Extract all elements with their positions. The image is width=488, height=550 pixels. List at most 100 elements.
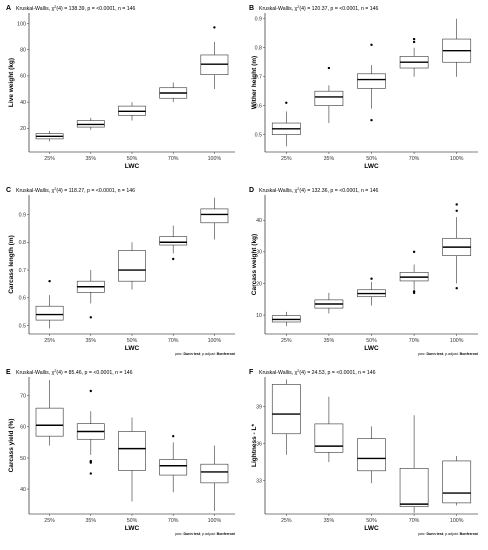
x-tick-label: 25% [281,338,292,344]
box-100% [442,18,472,77]
outlier-point [412,290,416,293]
x-tick-label: 70% [409,338,420,344]
y-tick-label: 70 [20,393,26,399]
outlier-point [370,43,373,47]
y-axis-title: Wither height (m) [251,56,258,109]
y-tick-label: 0.6 [19,296,26,302]
pwc-note: pwc: Dunn test; p.adjust: Bonferroni [175,352,235,356]
x-tick-label: 50% [366,156,377,162]
outlier-point [213,26,216,29]
box-25% [271,101,301,147]
stat-text: Kruskal-Wallis, χ2(4) = 120.37, p = <0.0… [259,5,379,12]
box-50% [118,417,146,502]
x-axis-title: LWC [364,345,379,352]
outlier-point [455,286,458,290]
box-iqr [118,250,146,282]
box-25% [271,311,301,327]
x-tick-label: 25% [281,518,292,524]
box-70% [399,37,429,77]
x-tick-label: 35% [324,518,335,524]
panel-a: A Kruskal-Wallis, χ2(4) = 138.39, p = <0.… [6,5,235,170]
box-70% [159,434,188,493]
x-tick-label: 50% [127,156,138,162]
outlier-point [48,279,51,283]
box-70% [399,250,429,295]
y-tick-label: 60 [20,425,26,431]
stat-text: Kruskal-Wallis, χ2(4) = 118.27, p = <0.0… [16,187,135,194]
panel-letter: B [249,5,254,12]
x-tick-label: 100% [208,338,222,344]
y-axis-title: Carcass weight (kg) [251,234,258,295]
x-tick-label: 25% [44,518,55,524]
stat-text: Kruskal-Wallis, χ2(4) = 138.39, p = <0.0… [16,5,136,12]
x-tick-label: 35% [324,156,335,162]
y-axis-title: Live weight (kg) [8,58,15,107]
panel-letter: A [6,5,11,12]
x-axis-title: LWC [364,163,379,170]
panel-c: C Kruskal-Wallis, χ2(4) = 118.27, p = <0.… [6,187,235,356]
y-tick-label: 50 [20,456,26,462]
pwc-note: pwc: Dunn test; p.adjust: Bonferroni [175,532,235,536]
panel-letter: D [249,187,254,194]
y-tick-label: 36 [256,441,262,447]
x-tick-label: 25% [281,156,292,162]
box-100% [200,445,229,511]
x-tick-label: 100% [208,518,222,524]
panel-f: F Kruskal-Wallis, χ2(4) = 24.53, p = <0.0… [249,369,478,536]
x-tick-label: 35% [85,156,96,162]
box-50% [357,426,386,484]
outlier-point [370,277,373,280]
box-iqr [399,468,429,507]
y-tick-label: 0.9 [19,212,26,218]
y-tick-label: 60 [20,74,26,80]
y-tick-label: 100 [17,21,26,27]
box-50% [357,277,386,306]
x-tick-label: 35% [85,338,96,344]
y-tick-label: 0.9 [255,17,262,23]
outlier-point [89,316,93,319]
x-tick-label: 70% [168,156,179,162]
y-tick-label: 80 [20,48,26,54]
box-70% [399,415,429,513]
panel-b: B Kruskal-Wallis, χ2(4) = 120.37, p = <0.… [249,5,478,170]
outlier-point [89,472,93,475]
box-100% [200,26,229,90]
x-tick-label: 50% [127,518,138,524]
box-25% [271,379,301,455]
x-tick-label: 100% [450,338,464,344]
box-35% [76,389,105,475]
box-50% [118,102,146,121]
box-50% [357,43,386,122]
outlier-point [412,250,416,254]
box-35% [314,66,344,124]
y-tick-label: 0.7 [19,268,26,274]
pwc-note: pwc: Dunn test; p.adjust: Bonferroni [418,352,478,356]
x-axis-title: LWC [125,345,140,352]
x-tick-label: 50% [127,338,138,344]
y-tick-label: 39 [256,404,262,410]
box-iqr [314,423,344,453]
x-axis-title: LWC [364,525,379,532]
y-tick-label: 0.7 [255,75,262,81]
panel-d: D Kruskal-Wallis, χ2(4) = 132.36, p = <0.… [249,187,478,356]
outlier-point [455,209,458,212]
y-axis-title: Lightness - L* [251,424,258,467]
y-tick-label: 0.5 [255,132,262,138]
x-tick-label: 35% [324,338,335,344]
y-tick-label: 20 [256,281,262,287]
outlier-point [285,101,288,104]
stat-text: Kruskal-Wallis, χ2(4) = 24.53, p = <0.00… [259,369,376,376]
outlier-point [172,434,175,438]
x-tick-label: 100% [450,518,464,524]
y-tick-label: 40 [20,487,26,493]
y-axis-title: Carcass yield (%) [8,419,15,473]
y-tick-label: 30 [256,250,262,256]
box-iqr [314,90,344,106]
x-axis-title: LWC [125,525,140,532]
y-tick-label: 40 [20,100,26,106]
box-35% [76,117,105,130]
box-iqr [159,459,188,476]
box-35% [76,270,105,319]
pwc-note: pwc: Dunn test; p.adjust: Bonferroni [418,532,478,536]
box-25% [35,131,64,142]
